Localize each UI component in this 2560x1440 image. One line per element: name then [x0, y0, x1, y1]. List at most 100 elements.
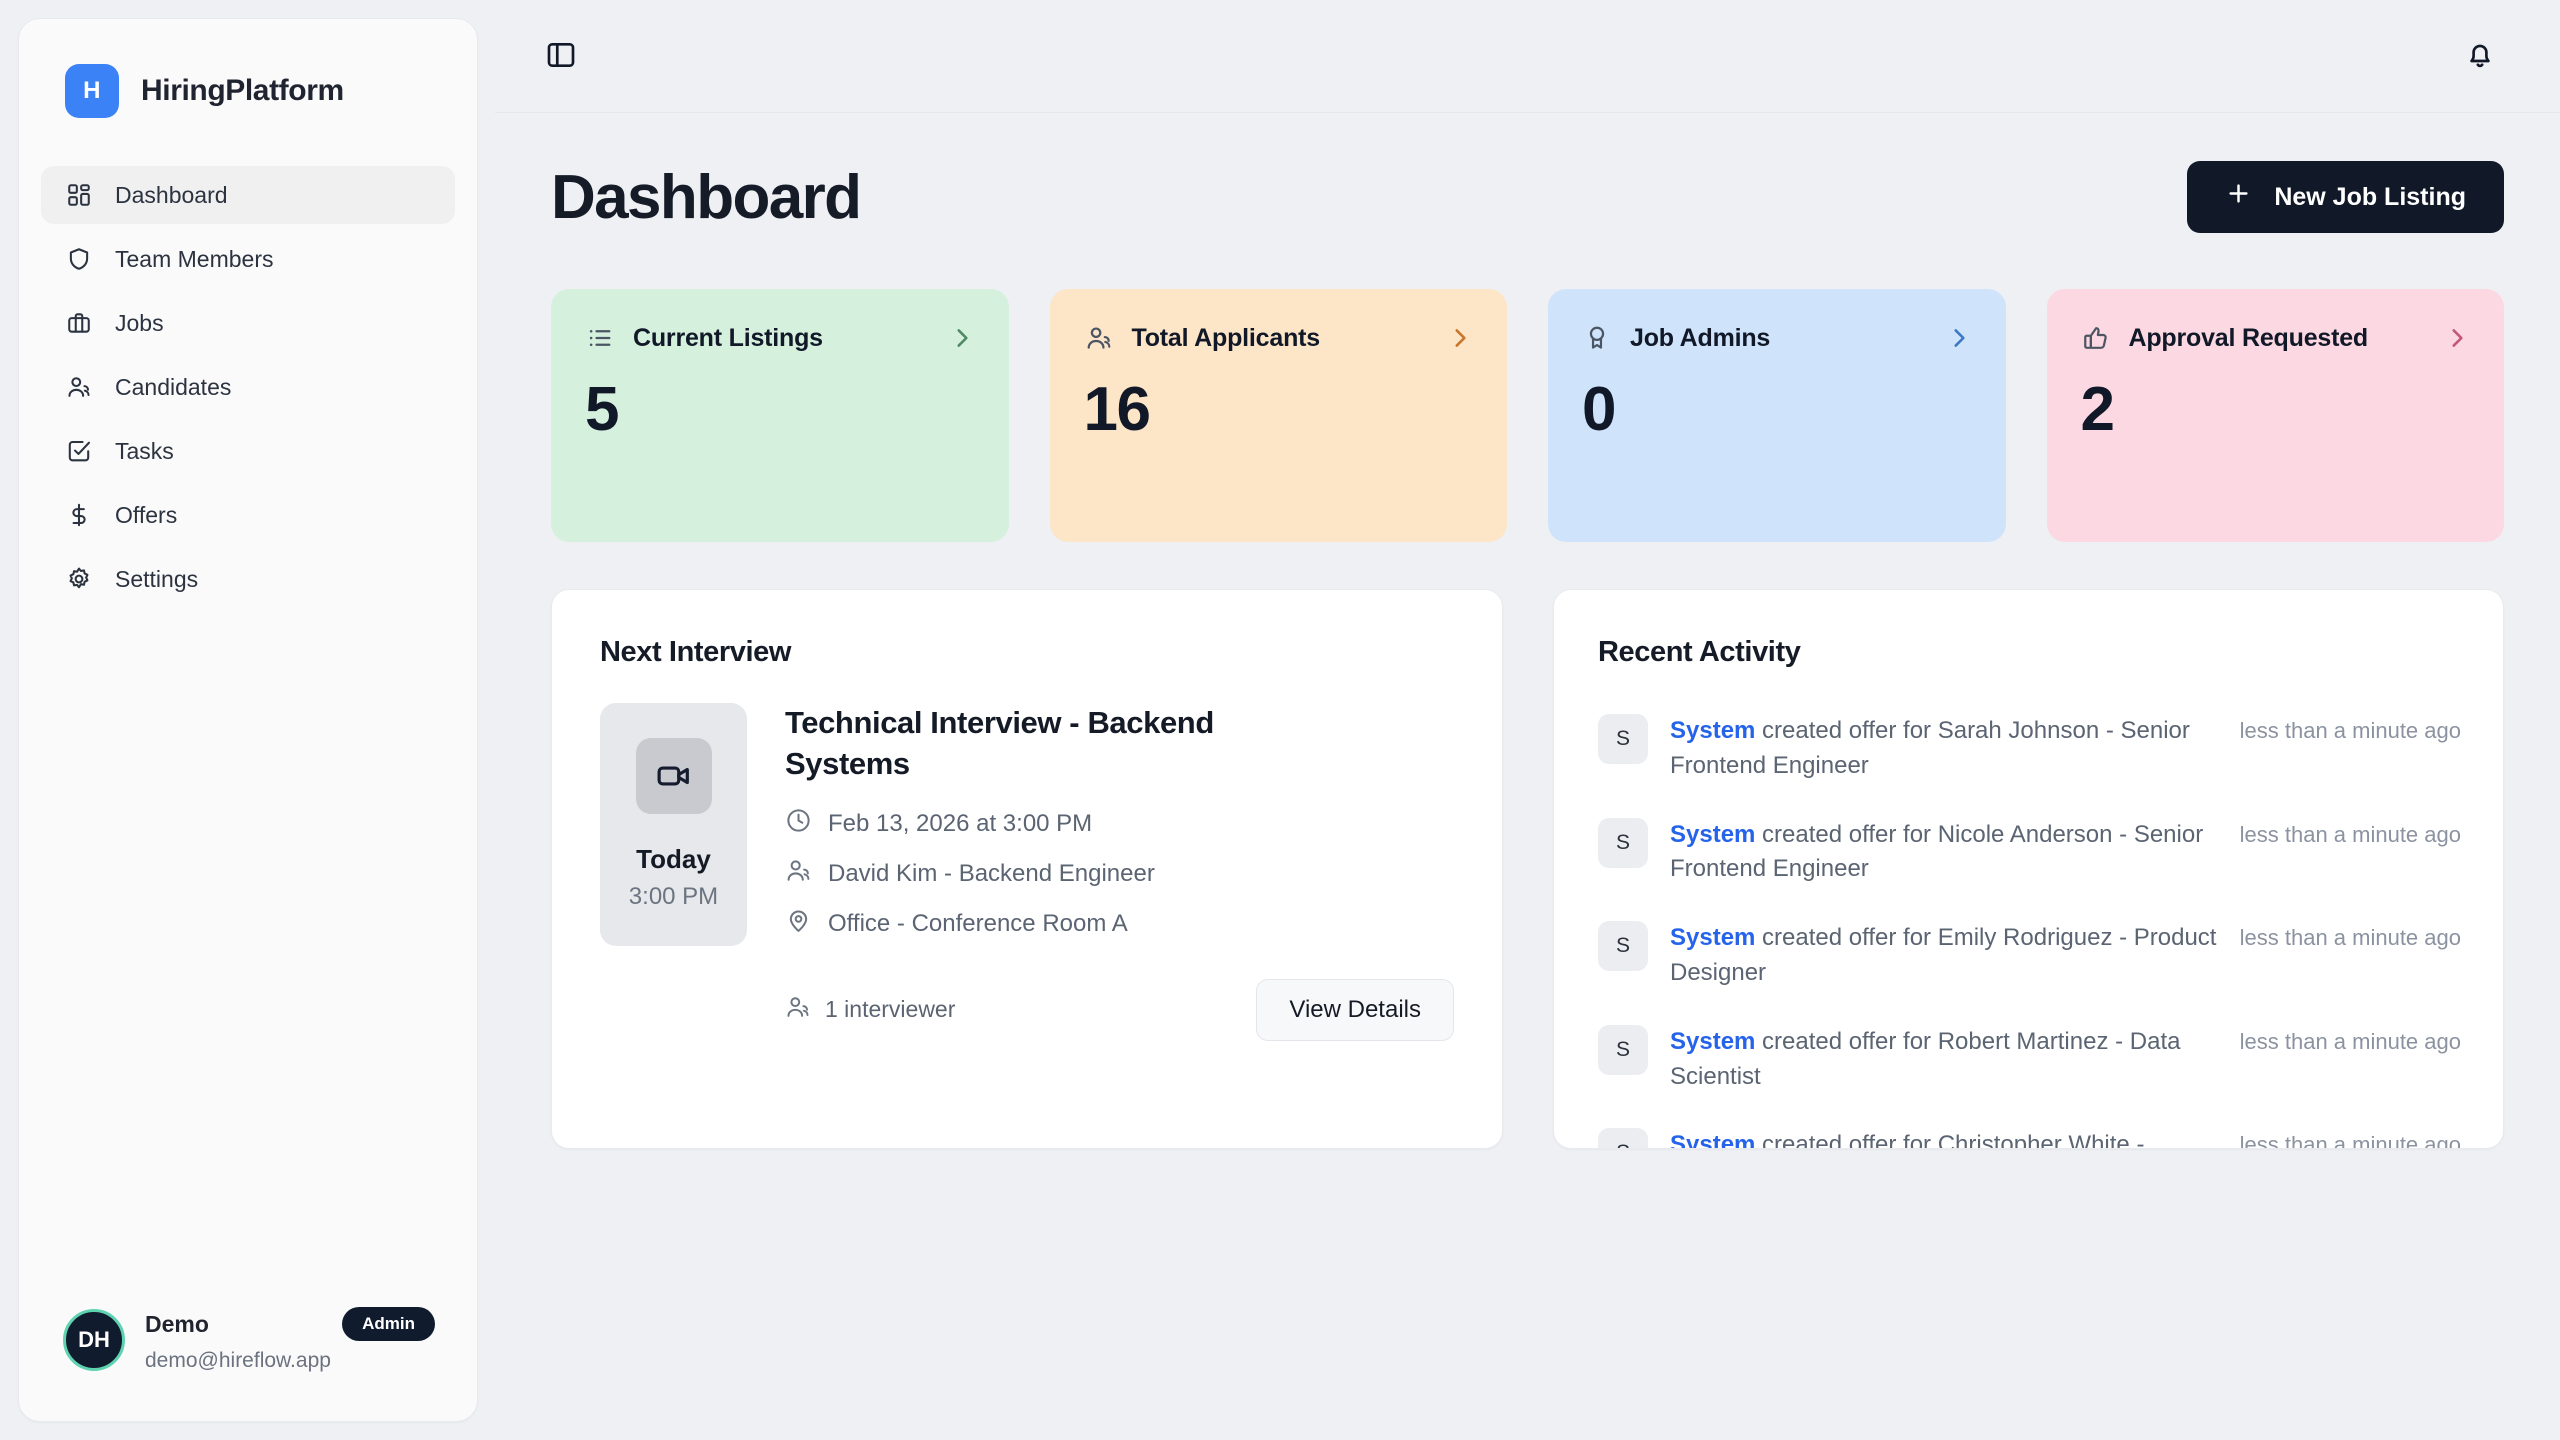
brand[interactable]: H HiringPlatform	[19, 19, 477, 118]
sidebar-item-label: Offers	[115, 501, 178, 528]
activity-row: S System created offer for Robert Martine…	[1598, 1008, 2461, 1112]
page-header: Dashboard New Job Listing	[551, 161, 2520, 233]
main-area: Dashboard New Job Listing Current Listin…	[495, 0, 2560, 1440]
map-pin-icon	[785, 907, 812, 941]
award-icon	[1582, 323, 1612, 353]
sidebar-spacer	[19, 608, 477, 1289]
activity-text: System created offer for Nicole Anderson…	[1670, 820, 2204, 883]
activity-text: System created offer for Robert Martinez…	[1670, 1027, 2181, 1090]
interview-title: Technical Interview - Backend Systems	[785, 705, 1214, 781]
sidebar-nav: Dashboard Team Members Jobs	[19, 166, 477, 608]
stat-card-total-applicants[interactable]: Total Applicants 16	[1049, 289, 1507, 542]
thumbs-up-icon	[2081, 323, 2111, 353]
dollar-icon	[65, 501, 93, 529]
sidebar-item-label: Dashboard	[115, 181, 228, 208]
sidebar-item-tasks[interactable]: Tasks	[41, 422, 455, 480]
view-details-button[interactable]: View Details	[1256, 978, 1454, 1041]
stat-card-header: Total Applicants	[1084, 323, 1474, 353]
stat-card-current-listings[interactable]: Current Listings 5	[551, 289, 1009, 542]
chevron-right-icon	[1447, 325, 1473, 351]
stat-card-header: Current Listings	[585, 323, 975, 353]
sidebar-item-settings[interactable]: Settings	[41, 550, 455, 608]
activity-actor-link[interactable]: System	[1670, 717, 1756, 744]
user-email: demo@hireflow.app	[145, 1349, 331, 1372]
clock-icon	[785, 807, 812, 841]
shield-icon	[65, 245, 93, 273]
interview-candidate: David Kim - Backend Engineer	[828, 859, 1155, 887]
video-camera-icon	[635, 738, 712, 814]
panel-title: Recent Activity	[1598, 636, 1801, 668]
users-icon	[1084, 323, 1114, 353]
new-job-listing-label: New Job Listing	[2274, 182, 2466, 211]
chevron-right-icon	[2444, 325, 2470, 351]
interviewer-count-label: 1 interviewer	[825, 996, 956, 1023]
grid-icon	[65, 181, 93, 209]
sidebar-user-profile[interactable]: DH Demo Admin demo@hireflow.app	[41, 1289, 455, 1395]
interview-details: Technical Interview - Backend Systems Fe…	[785, 703, 1454, 1041]
plus-icon	[2225, 180, 2252, 214]
stat-cards: Current Listings 5 Total Applicants	[551, 289, 2520, 542]
activity-row: S System created offer for Emily Rodrigue…	[1598, 904, 2461, 1008]
sidebar-item-label: Team Members	[115, 245, 274, 272]
brand-name: HiringPlatform	[141, 74, 344, 107]
notifications-button[interactable]	[2456, 32, 2504, 80]
activity-list: S System created offer for Sarah Johnson …	[1598, 697, 2461, 1149]
sidebar-toggle-button[interactable]	[537, 32, 585, 80]
sidebar-item-offers[interactable]: Offers	[41, 486, 455, 544]
stat-card-label: Current Listings	[633, 323, 823, 352]
avatar: S	[1598, 714, 1648, 764]
interview-location-row: Office - Conference Room A	[785, 907, 1454, 941]
activity-actor-link[interactable]: System	[1670, 1131, 1756, 1149]
topbar	[495, 0, 2560, 113]
list-icon	[585, 323, 615, 353]
interview-datetime-row: Feb 13, 2026 at 3:00 PM	[785, 807, 1454, 841]
activity-actor-link[interactable]: System	[1670, 924, 1756, 952]
activity-row: S System created offer for Sarah Johnson …	[1598, 697, 2461, 801]
activity-timestamp: less than a minute ago	[2239, 925, 2461, 951]
activity-timestamp: less than a minute ago	[2239, 821, 2461, 847]
interview-day-time: 3:00 PM	[628, 883, 719, 910]
stat-card-value: 5	[585, 375, 619, 444]
activity-timestamp: less than a minute ago	[2239, 1132, 2461, 1149]
sidebar-item-label: Candidates	[115, 373, 232, 400]
activity-timestamp: less than a minute ago	[2239, 1028, 2461, 1054]
interview-date-block: Today 3:00 PM	[600, 703, 747, 946]
interview-day-label: Today	[636, 844, 711, 874]
avatar: S	[1598, 817, 1648, 868]
user-name: Demo	[145, 1310, 209, 1337]
interview-datetime: Feb 13, 2026 at 3:00 PM	[828, 809, 1093, 837]
users-icon	[65, 373, 93, 401]
users-icon	[785, 994, 811, 1026]
stat-card-job-admins[interactable]: Job Admins 0	[1548, 289, 2006, 542]
status-badge: Admin	[342, 1307, 435, 1341]
stat-card-approval-requested[interactable]: Approval Requested 2	[2046, 289, 2504, 542]
sidebar-item-candidates[interactable]: Candidates	[41, 358, 455, 416]
sidebar-item-dashboard[interactable]: Dashboard	[41, 166, 455, 224]
avatar: S	[1598, 1128, 1648, 1148]
sidebar-item-jobs[interactable]: Jobs	[41, 294, 455, 352]
activity-row: S System created offer for Christopher Wh…	[1598, 1111, 2461, 1149]
interview-meta: Feb 13, 2026 at 3:00 PM David Kim - Back…	[785, 807, 1454, 941]
page-content: Dashboard New Job Listing Current Listin…	[495, 113, 2560, 1440]
briefcase-icon	[65, 309, 93, 337]
page-title: Dashboard	[551, 162, 862, 232]
chevron-right-icon	[1946, 325, 1972, 351]
new-job-listing-button[interactable]: New Job Listing	[2187, 161, 2504, 233]
activity-text: System created offer for Emily Rodriguez…	[1670, 924, 2217, 986]
dashboard-panels: Next Interview Today 3:00 PM Technical I…	[551, 589, 2520, 1149]
activity-actor-link[interactable]: System	[1670, 1027, 1756, 1055]
activity-text: System created offer for Sarah Johnson -…	[1670, 717, 2190, 779]
activity-actor-link[interactable]: System	[1670, 820, 1756, 848]
stat-card-value: 0	[1582, 375, 1616, 444]
panel-title: Next Interview	[600, 636, 792, 668]
avatar: DH	[63, 1309, 125, 1371]
stat-card-header: Job Admins	[1582, 323, 1972, 353]
recent-activity-panel: Recent Activity S System created offer fo…	[1553, 589, 2504, 1149]
sidebar-item-team-members[interactable]: Team Members	[41, 230, 455, 288]
sidebar: H HiringPlatform Dashboard Team Members	[0, 0, 495, 1440]
stat-card-value: 16	[1083, 375, 1151, 444]
user-meta: Demo Admin demo@hireflow.app	[145, 1307, 435, 1373]
stat-card-value: 2	[2080, 375, 2115, 444]
sidebar-item-label: Settings	[115, 565, 199, 592]
chevron-right-icon	[949, 325, 975, 351]
